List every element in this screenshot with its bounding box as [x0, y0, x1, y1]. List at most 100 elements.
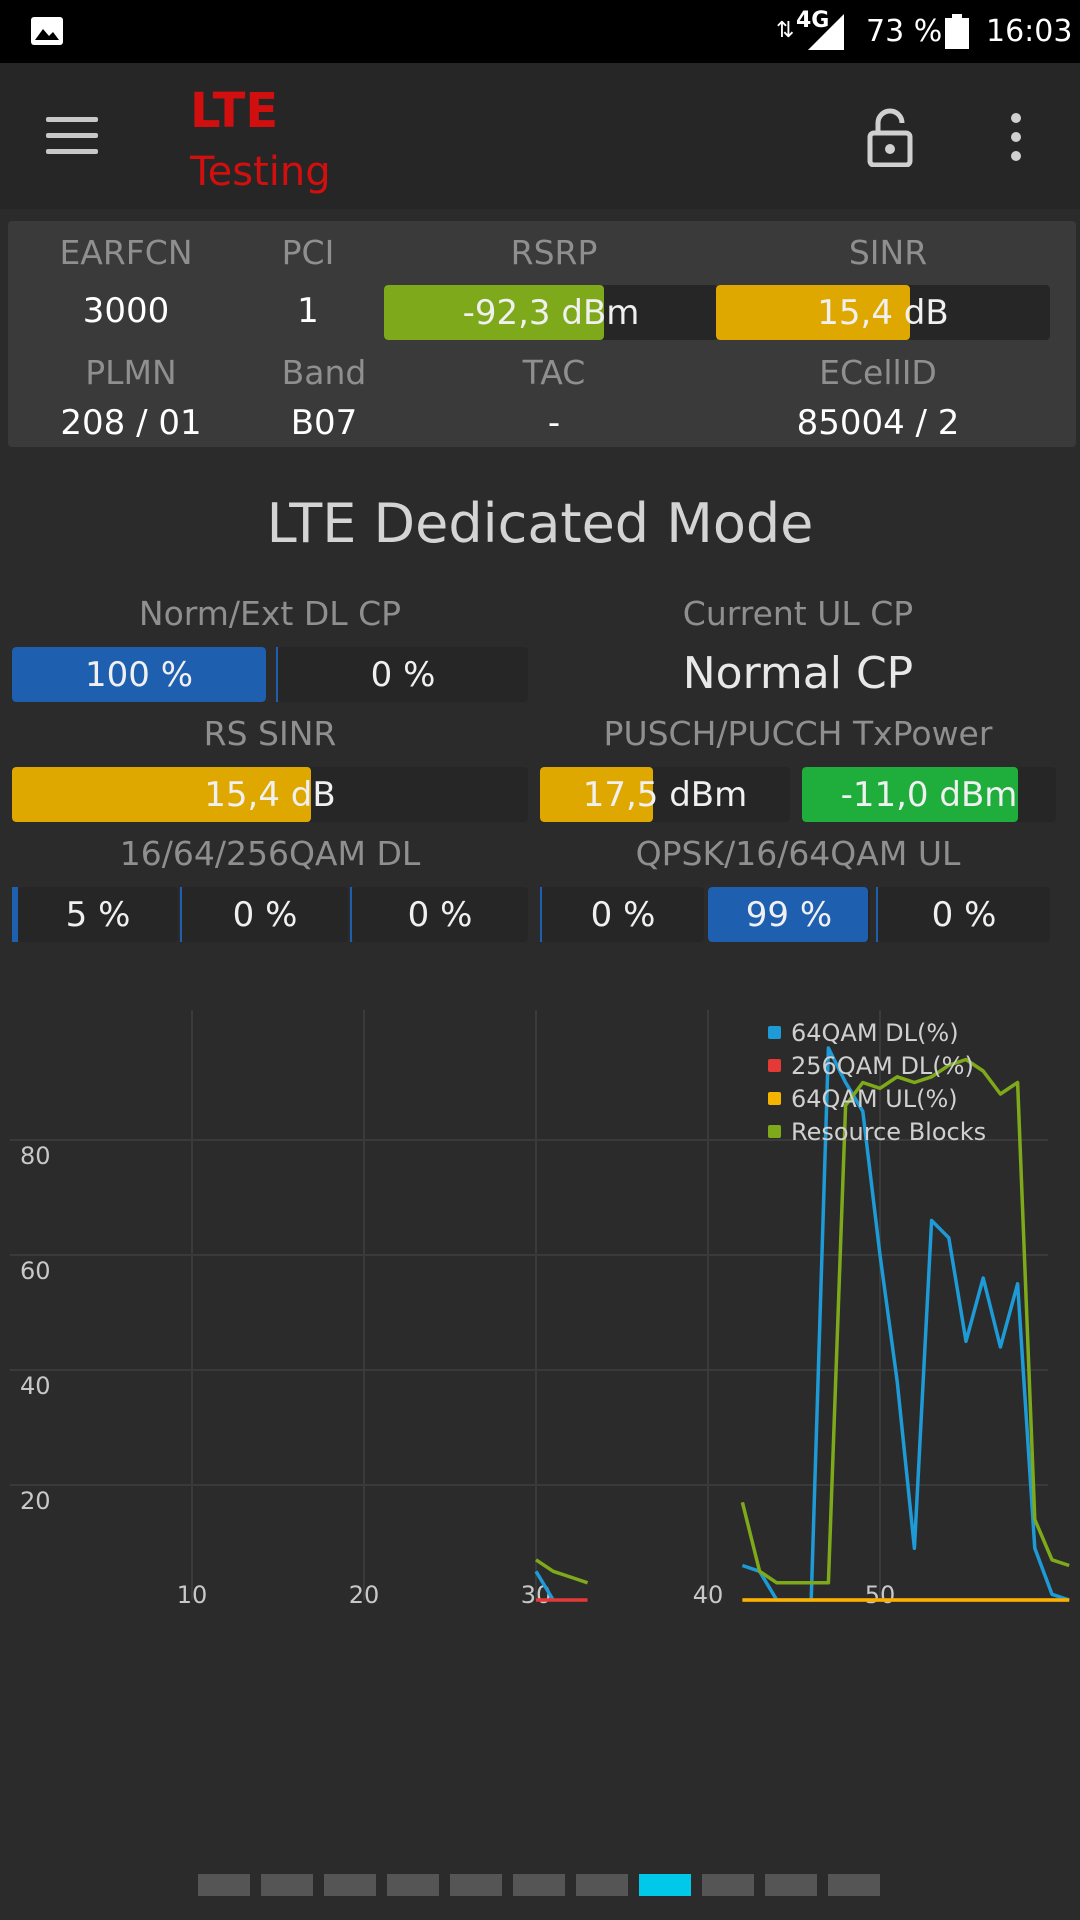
tac-value: - — [547, 403, 561, 443]
app-subtitle: Testing — [190, 149, 331, 195]
y-tick-label: 60 — [20, 1257, 51, 1285]
data-arrows-icon: ⇅ — [776, 18, 795, 43]
section-title: LTE Dedicated Mode — [266, 492, 814, 555]
dl-cp-normal-fill — [12, 647, 266, 702]
x-tick-label: 20 — [349, 1581, 380, 1609]
x-tick-label: 10 — [177, 1581, 208, 1609]
qam16-ul-value: 99 % — [745, 894, 833, 935]
legend-label: Resource Blocks — [791, 1117, 987, 1146]
rsrp-bar-fill — [384, 285, 605, 340]
page-indicator-dot[interactable] — [198, 1874, 250, 1896]
dl-cp-extended-bar: 0 % — [278, 647, 528, 702]
qpsk-ul-bar: 0 % — [542, 887, 704, 942]
lock-icon[interactable] — [866, 107, 914, 167]
legend-swatch — [768, 1125, 781, 1138]
page-indicator-dot[interactable] — [513, 1874, 565, 1896]
x-tick-label: 50 — [865, 1581, 896, 1609]
chart-legend: 64QAM DL(%) 256QAM DL(%) 64QAM UL(%) Res… — [768, 1016, 986, 1148]
cell-info-card: EARFCN PCI RSRP SINR 3000 1 -92,3 dBm 15… — [8, 221, 1076, 447]
pucch-power-value: -11,0 dBm — [840, 774, 1018, 815]
legend-label: 64QAM DL(%) — [791, 1018, 959, 1047]
legend-swatch — [768, 1059, 781, 1072]
rs-sinr-value: 15,4 dB — [204, 774, 336, 815]
app-title: LTE — [190, 83, 279, 139]
legend-item-256qam-dl: 256QAM DL(%) — [768, 1049, 986, 1082]
qpsk-ul-marker — [540, 887, 542, 942]
qam64-ul-bar: 0 % — [878, 887, 1050, 942]
series-line-resource-blocks — [535, 1558, 589, 1585]
ul-cp-value: Normal CP — [682, 648, 914, 699]
dl-cp-extended-marker — [276, 647, 278, 702]
pusch-power-value: 17,5 dBm — [582, 774, 748, 815]
page-indicator-dot[interactable] — [702, 1874, 754, 1896]
battery-icon — [945, 14, 969, 49]
clock: 16:03 — [986, 14, 1073, 49]
sinr-label: SINR — [848, 233, 928, 272]
series-line-64qam-dl- — [534, 1570, 555, 1601]
tac-label: TAC — [522, 353, 586, 392]
battery-percent: 73 % — [866, 14, 943, 49]
ecellid-label: ECellID — [819, 353, 937, 392]
page-indicator-dot[interactable] — [765, 1874, 817, 1896]
plmn-label: PLMN — [85, 353, 177, 392]
qam256-dl-value: 0 % — [407, 894, 473, 935]
qam16-dl-bar: 5 % — [18, 887, 178, 942]
page-indicator-dot[interactable] — [261, 1874, 313, 1896]
sinr-bar: 15,4 dB — [716, 285, 1050, 340]
rs-sinr-fill — [12, 767, 312, 822]
app-bar: LTE Testing — [0, 63, 1080, 209]
dl-cp-normal-value: 100 % — [84, 654, 193, 695]
page-indicator-dot[interactable] — [828, 1874, 880, 1896]
page-indicator-dot[interactable] — [576, 1874, 628, 1896]
earfcn-value: 3000 — [82, 291, 170, 331]
pucch-power-fill — [802, 767, 1018, 822]
legend-item-resource-blocks: Resource Blocks — [768, 1115, 986, 1148]
qam-dl-label: 16/64/256QAM DL — [119, 834, 421, 873]
page-indicator-dot[interactable] — [450, 1874, 502, 1896]
qam64-ul-marker — [876, 887, 878, 942]
sinr-bar-fill — [716, 285, 910, 340]
qam64-dl-bar: 0 % — [182, 887, 348, 942]
qam16-ul-fill — [708, 887, 869, 942]
rs-sinr-bar: 15,4 dB — [12, 767, 528, 822]
dl-cp-label: Norm/Ext DL CP — [138, 594, 402, 633]
ecellid-value: 85004 / 2 — [796, 403, 960, 443]
pucch-power-bar: -11,0 dBm — [802, 767, 1056, 822]
pci-value: 1 — [297, 291, 319, 331]
rs-sinr-label: RS SINR — [203, 714, 337, 753]
qam64-dl-value: 0 % — [232, 894, 298, 935]
dl-cp-extended-value: 0 % — [370, 654, 436, 695]
qam64-ul-value: 0 % — [931, 894, 997, 935]
page-indicator-dot[interactable] — [387, 1874, 439, 1896]
image-icon — [31, 17, 63, 45]
status-bar: ⇅ 4G 73 % 16:03 — [0, 0, 1080, 63]
band-label: Band — [281, 353, 367, 392]
qam16-dl-fill — [12, 887, 18, 942]
rsrp-bar: -92,3 dBm — [384, 285, 718, 340]
qam16-ul-bar: 99 % — [708, 887, 870, 942]
legend-label: 256QAM DL(%) — [791, 1051, 974, 1080]
y-tick-label: 80 — [20, 1142, 51, 1170]
page-indicator — [198, 1874, 891, 1896]
rsrp-label: RSRP — [510, 233, 598, 272]
signal-icon — [808, 14, 844, 50]
qam16-dl-value: 5 % — [65, 894, 131, 935]
txpower-label: PUSCH/PUCCH TxPower — [603, 714, 993, 753]
pci-label: PCI — [281, 233, 335, 272]
qam256-dl-marker — [350, 887, 352, 942]
y-tick-label: 20 — [20, 1487, 51, 1515]
qam256-dl-bar: 0 % — [352, 887, 528, 942]
menu-icon[interactable] — [46, 117, 98, 157]
legend-swatch — [768, 1026, 781, 1039]
legend-label: 64QAM UL(%) — [791, 1084, 958, 1113]
more-vert-icon[interactable] — [1004, 113, 1028, 169]
x-tick-label: 40 — [693, 1581, 724, 1609]
plmn-value: 208 / 01 — [60, 403, 202, 443]
qam64-dl-marker — [180, 887, 182, 942]
page-indicator-dot[interactable] — [324, 1874, 376, 1896]
y-tick-label: 40 — [20, 1372, 51, 1400]
qpsk-ul-value: 0 % — [590, 894, 656, 935]
page-indicator-dot[interactable] — [639, 1874, 691, 1896]
dl-cp-normal-bar: 100 % — [12, 647, 266, 702]
pusch-power-fill — [540, 767, 653, 822]
